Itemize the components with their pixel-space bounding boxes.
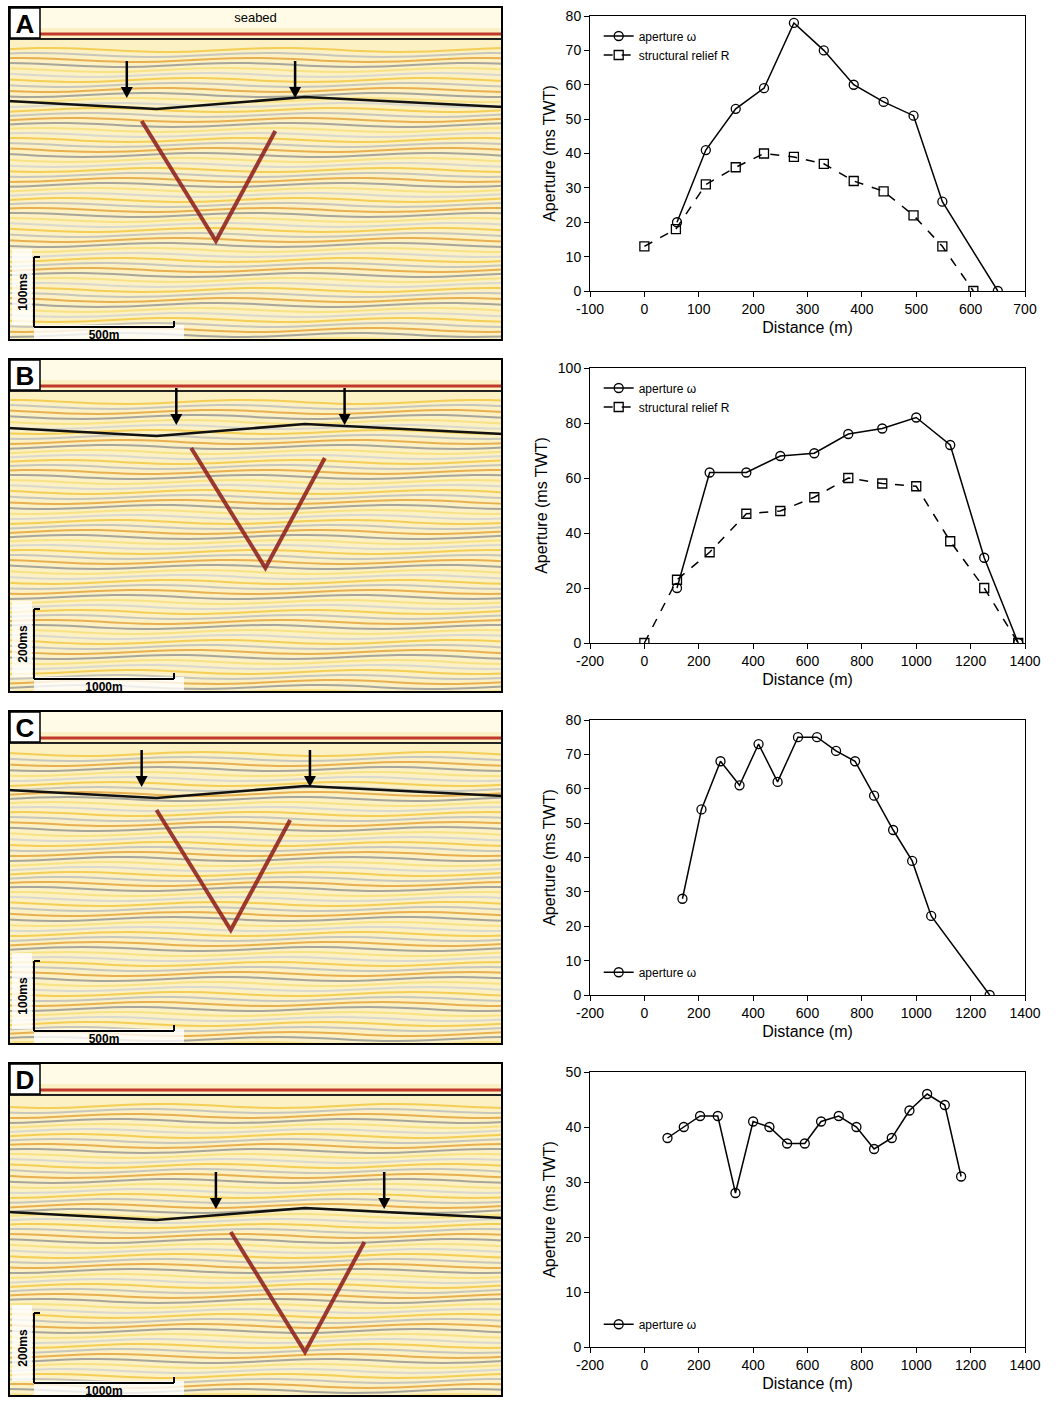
svg-text:500: 500	[905, 301, 929, 317]
svg-text:200: 200	[741, 301, 765, 317]
svg-text:10: 10	[566, 953, 582, 969]
svg-text:10: 10	[566, 1284, 582, 1300]
svg-text:1000: 1000	[901, 653, 932, 669]
svg-text:20: 20	[566, 214, 582, 230]
svg-text:0: 0	[573, 987, 581, 1003]
svg-text:1400: 1400	[1009, 1357, 1040, 1373]
svg-text:40: 40	[566, 145, 582, 161]
svg-text:C: C	[16, 713, 35, 743]
svg-text:structural relief R: structural relief R	[639, 401, 730, 415]
svg-text:600: 600	[796, 653, 820, 669]
svg-text:50: 50	[566, 111, 582, 127]
svg-text:300: 300	[796, 301, 820, 317]
svg-text:400: 400	[741, 1005, 765, 1021]
svg-text:80: 80	[566, 8, 582, 24]
svg-text:800: 800	[850, 1357, 874, 1373]
svg-text:1400: 1400	[1009, 1005, 1040, 1021]
svg-text:800: 800	[850, 1005, 874, 1021]
svg-text:1000m: 1000m	[85, 1384, 122, 1397]
svg-text:40: 40	[566, 849, 582, 865]
svg-text:100: 100	[687, 301, 711, 317]
svg-text:400: 400	[741, 1357, 765, 1373]
svg-text:50: 50	[566, 815, 582, 831]
svg-text:500m: 500m	[89, 1032, 120, 1045]
svg-text:400: 400	[850, 301, 874, 317]
svg-text:60: 60	[566, 77, 582, 93]
svg-text:100ms: 100ms	[16, 273, 30, 311]
svg-text:D: D	[16, 1065, 35, 1095]
svg-text:70: 70	[566, 746, 582, 762]
svg-text:-200: -200	[576, 1005, 604, 1021]
svg-text:1200: 1200	[955, 653, 986, 669]
svg-text:structural relief R: structural relief R	[639, 49, 730, 63]
svg-text:Distance (m): Distance (m)	[762, 1375, 853, 1392]
svg-text:aperture ω: aperture ω	[639, 1318, 696, 1332]
svg-text:100ms: 100ms	[16, 977, 30, 1015]
svg-text:20: 20	[566, 580, 582, 596]
svg-text:-200: -200	[576, 653, 604, 669]
svg-text:Aperture (ms TWT): Aperture (ms TWT)	[541, 85, 558, 222]
svg-text:60: 60	[566, 781, 582, 797]
svg-text:seabed: seabed	[234, 10, 277, 25]
svg-text:B: B	[16, 361, 35, 391]
svg-text:0: 0	[573, 1339, 581, 1355]
svg-text:200ms: 200ms	[16, 1329, 30, 1367]
svg-text:20: 20	[566, 1229, 582, 1245]
svg-text:70: 70	[566, 42, 582, 58]
svg-text:-100: -100	[576, 301, 604, 317]
svg-text:80: 80	[566, 415, 582, 431]
svg-text:400: 400	[741, 653, 765, 669]
svg-text:700: 700	[1013, 301, 1037, 317]
svg-text:1000: 1000	[901, 1005, 932, 1021]
svg-text:aperture ω: aperture ω	[639, 30, 696, 44]
svg-text:Aperture (ms TWT): Aperture (ms TWT)	[541, 789, 558, 926]
svg-text:1400: 1400	[1009, 653, 1040, 669]
svg-text:60: 60	[566, 470, 582, 486]
svg-text:50: 50	[566, 1064, 582, 1080]
svg-text:0: 0	[640, 301, 648, 317]
svg-text:Distance (m): Distance (m)	[762, 1023, 853, 1040]
svg-text:600: 600	[796, 1357, 820, 1373]
svg-text:40: 40	[566, 525, 582, 541]
svg-text:30: 30	[566, 1174, 582, 1190]
svg-text:30: 30	[566, 884, 582, 900]
svg-text:1200: 1200	[955, 1357, 986, 1373]
svg-text:10: 10	[566, 249, 582, 265]
svg-text:600: 600	[796, 1005, 820, 1021]
svg-text:200ms: 200ms	[16, 625, 30, 663]
svg-text:Distance (m): Distance (m)	[762, 319, 853, 336]
svg-text:A: A	[16, 9, 35, 39]
svg-text:aperture ω: aperture ω	[639, 382, 696, 396]
svg-text:200: 200	[687, 1005, 711, 1021]
svg-text:Aperture (ms TWT): Aperture (ms TWT)	[533, 437, 550, 574]
svg-text:1200: 1200	[955, 1005, 986, 1021]
svg-text:40: 40	[566, 1119, 582, 1135]
svg-text:0: 0	[573, 283, 581, 299]
svg-text:0: 0	[640, 653, 648, 669]
svg-text:1000m: 1000m	[85, 680, 122, 693]
svg-text:20: 20	[566, 918, 582, 934]
svg-text:800: 800	[850, 653, 874, 669]
svg-text:30: 30	[566, 180, 582, 196]
svg-text:-200: -200	[576, 1357, 604, 1373]
svg-text:100: 100	[558, 360, 582, 376]
svg-text:aperture ω: aperture ω	[639, 966, 696, 980]
svg-text:1000: 1000	[901, 1357, 932, 1373]
svg-text:200: 200	[687, 1357, 711, 1373]
svg-text:0: 0	[640, 1357, 648, 1373]
svg-text:Aperture (ms TWT): Aperture (ms TWT)	[541, 1141, 558, 1278]
svg-text:600: 600	[959, 301, 983, 317]
svg-text:Distance (m): Distance (m)	[762, 671, 853, 688]
svg-text:0: 0	[640, 1005, 648, 1021]
svg-text:200: 200	[687, 653, 711, 669]
svg-text:0: 0	[573, 635, 581, 651]
svg-text:500m: 500m	[89, 328, 120, 341]
svg-text:80: 80	[566, 712, 582, 728]
